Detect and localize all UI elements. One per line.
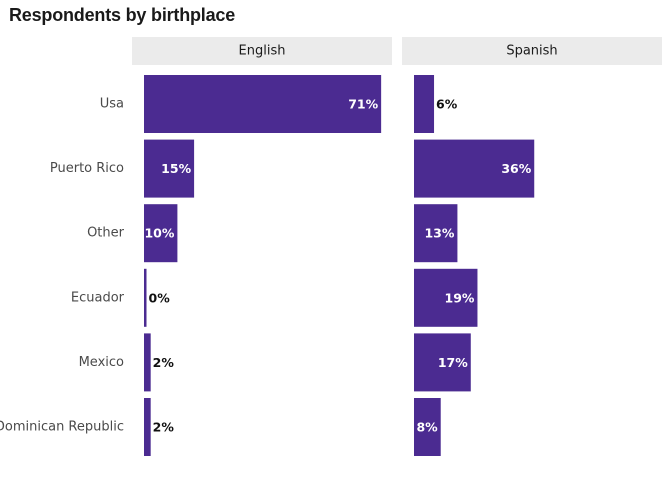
bar [414,333,471,392]
data-label: 10% [144,226,174,241]
data-label: 19% [445,290,475,305]
data-label: 71% [348,97,378,112]
bar [414,139,535,198]
panel-strip-label: English [239,44,286,59]
data-label: 2% [153,355,175,370]
bar [414,398,441,456]
chart-title: Respondents by birthplace [9,5,236,25]
category-label: Other [87,226,125,241]
bar [414,75,435,133]
panel-strip-label: Spanish [506,44,557,59]
data-label: 17% [438,355,468,370]
data-label: 8% [416,420,438,435]
bar [144,204,178,263]
category-label: Mexico [79,355,124,370]
bar [144,398,151,456]
bar [144,268,147,327]
bar [144,139,195,198]
bar [144,333,151,392]
panel-strip [132,37,392,65]
bar [414,268,478,327]
data-label: 0% [149,290,171,305]
data-label: 15% [161,161,191,176]
category-label: Usa [100,97,124,112]
data-label: 6% [436,97,458,112]
category-label: Dominican Republic [0,420,124,435]
category-label: Ecuador [71,290,125,305]
bar [144,75,382,133]
data-label: 2% [153,420,175,435]
data-label: 36% [501,161,531,176]
category-label: Puerto Rico [50,161,124,176]
panel-strip [402,37,662,65]
bar [414,204,458,263]
data-label: 13% [424,226,454,241]
